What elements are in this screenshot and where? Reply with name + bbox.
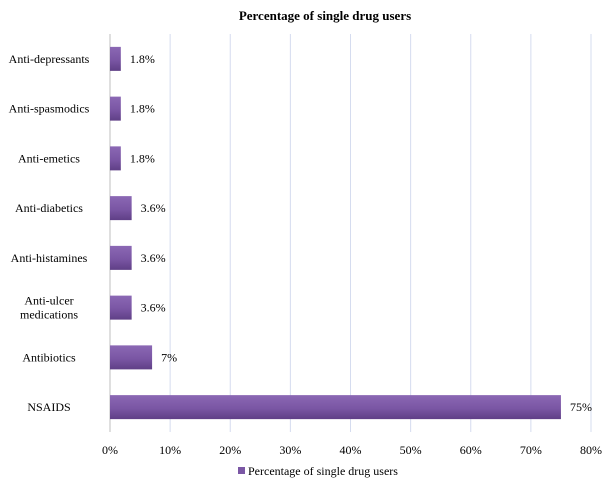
category-label-line: Anti-ulcer	[24, 294, 73, 308]
data-label: 3.6%	[141, 201, 166, 215]
category-label: Anti-diabetics	[15, 201, 83, 215]
data-label: 3.6%	[141, 251, 166, 265]
x-tick-label: 40%	[340, 443, 362, 457]
data-label: 1.8%	[130, 52, 155, 66]
category-label: Anti-histamines	[11, 251, 88, 265]
grid-lines	[109, 34, 592, 432]
category-label-line: NSAIDS	[27, 400, 70, 414]
x-tick-label: 0%	[102, 443, 118, 457]
category-label: Anti-ulcer medications	[20, 294, 78, 322]
data-label: 75%	[570, 400, 592, 414]
x-tick-label: 30%	[279, 443, 301, 457]
category-label: NSAIDS	[27, 400, 70, 414]
bar	[110, 96, 121, 121]
bar	[110, 245, 132, 270]
legend-swatch	[238, 467, 245, 474]
x-tick-label: 10%	[159, 443, 181, 457]
labels: 0% 10% 20% 30% 40% 50% 60% 70% 80% Anti-depressan…	[9, 52, 602, 457]
x-tick-label: 50%	[400, 443, 422, 457]
x-tick-label: 20%	[219, 443, 241, 457]
data-label: 3.6%	[141, 301, 166, 315]
category-label-line: Anti-spasmodics	[9, 102, 90, 116]
legend: Percentage of single drug users	[238, 464, 398, 478]
bar	[110, 345, 153, 370]
bar	[110, 196, 132, 221]
bars	[110, 46, 561, 420]
category-label-line: Anti-diabetics	[15, 201, 83, 215]
data-label: 1.8%	[130, 102, 155, 116]
category-label-line: Anti-depressants	[9, 52, 90, 66]
bar	[110, 395, 561, 420]
category-label: Antibiotics	[22, 350, 76, 364]
bar	[110, 146, 121, 171]
category-label-line: Antibiotics	[22, 350, 76, 364]
x-tick-label: 70%	[520, 443, 542, 457]
bar	[110, 46, 121, 71]
x-tick-label: 80%	[580, 443, 602, 457]
bar	[110, 295, 132, 320]
legend-label: Percentage of single drug users	[248, 464, 398, 478]
category-label: Anti-emetics	[18, 151, 80, 165]
x-tick-label: 60%	[460, 443, 482, 457]
category-label: Anti-depressants	[9, 52, 90, 66]
category-label-line: medications	[20, 308, 78, 322]
category-label: Anti-spasmodics	[9, 102, 90, 116]
category-label-line: Anti-emetics	[18, 151, 80, 165]
chart-title: Percentage of single drug users	[239, 8, 411, 23]
data-label: 1.8%	[130, 151, 155, 165]
category-label-line: Anti-histamines	[11, 251, 88, 265]
data-label: 7%	[161, 350, 177, 364]
